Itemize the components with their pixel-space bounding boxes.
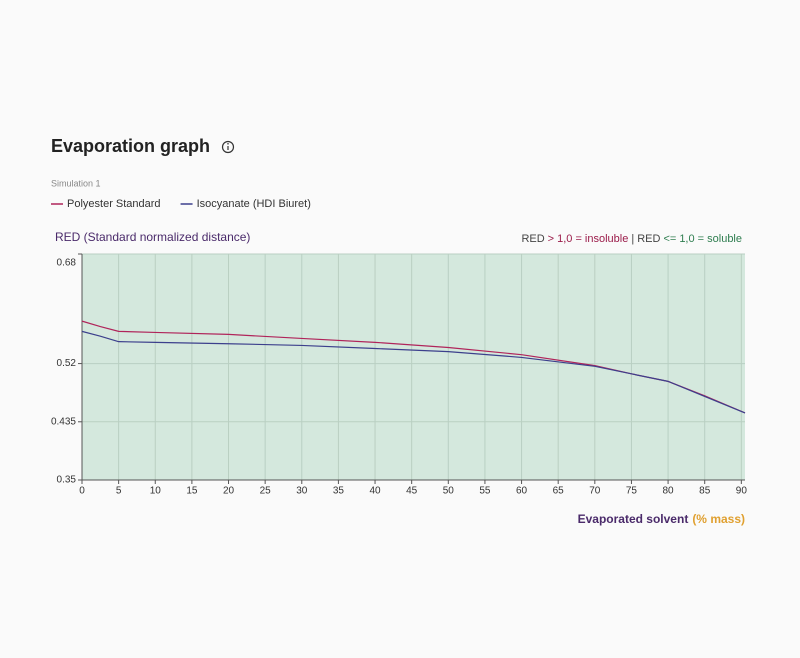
annotation-part: RED <box>637 233 660 245</box>
annotation: RED >1,0 = insoluble | RED <= 1,0 = soluble <box>521 233 742 245</box>
x-tick-label: 55 <box>479 486 491 497</box>
y-tick-label: 0.52 <box>57 358 77 369</box>
subtitle: Simulation 1 <box>51 178 101 188</box>
y-tick-label: 0.35 <box>57 475 77 486</box>
x-tick-label: 20 <box>223 486 235 497</box>
x-tick-label: 85 <box>699 486 711 497</box>
annotation-part: RED <box>521 233 544 245</box>
x-tick-label: 25 <box>260 486 272 497</box>
x-tick-label: 0 <box>79 486 85 497</box>
y-tick-label: 0.68 <box>57 258 77 269</box>
x-tick-label: 10 <box>150 486 162 497</box>
annotation-part: <= <box>663 233 676 245</box>
x-tick-label: 60 <box>516 486 528 497</box>
annotation-part: 1,0 = insoluble <box>557 233 628 245</box>
x-axis-title-text: Evaporated solvent <box>578 512 689 526</box>
x-tick-label: 65 <box>553 486 565 497</box>
annotation-part: > <box>548 233 554 245</box>
x-axis-title-unit: (% mass) <box>692 512 745 526</box>
annotation-part: | <box>631 233 634 245</box>
legend-label: Isocyanate (HDI Biuret) <box>197 198 311 210</box>
x-tick-label: 5 <box>116 486 122 497</box>
x-tick-label: 80 <box>663 486 675 497</box>
x-tick-label: 50 <box>443 486 455 497</box>
x-tick-label: 75 <box>626 486 638 497</box>
legend-label: Polyester Standard <box>67 198 161 210</box>
chart-title: Evaporation graph <box>51 136 210 156</box>
plot-area <box>82 254 745 480</box>
x-axis-title: Evaporated solvent (% mass) <box>578 512 745 526</box>
x-tick-label: 35 <box>333 486 345 497</box>
y-tick-label: 0.435 <box>51 416 76 427</box>
x-tick-label: 30 <box>296 486 308 497</box>
series-line <box>81 330 746 414</box>
annotation-part: 1,0 = soluble <box>679 233 742 245</box>
x-tick-label: 90 <box>736 486 748 497</box>
x-tick-label: 70 <box>589 486 601 497</box>
x-tick-label: 15 <box>186 486 198 497</box>
x-tick-label: 45 <box>406 486 418 497</box>
info-icon[interactable] <box>221 140 235 154</box>
x-tick-label: 40 <box>369 486 381 497</box>
y-axis-title: RED (Standard normalized distance) <box>55 230 250 244</box>
